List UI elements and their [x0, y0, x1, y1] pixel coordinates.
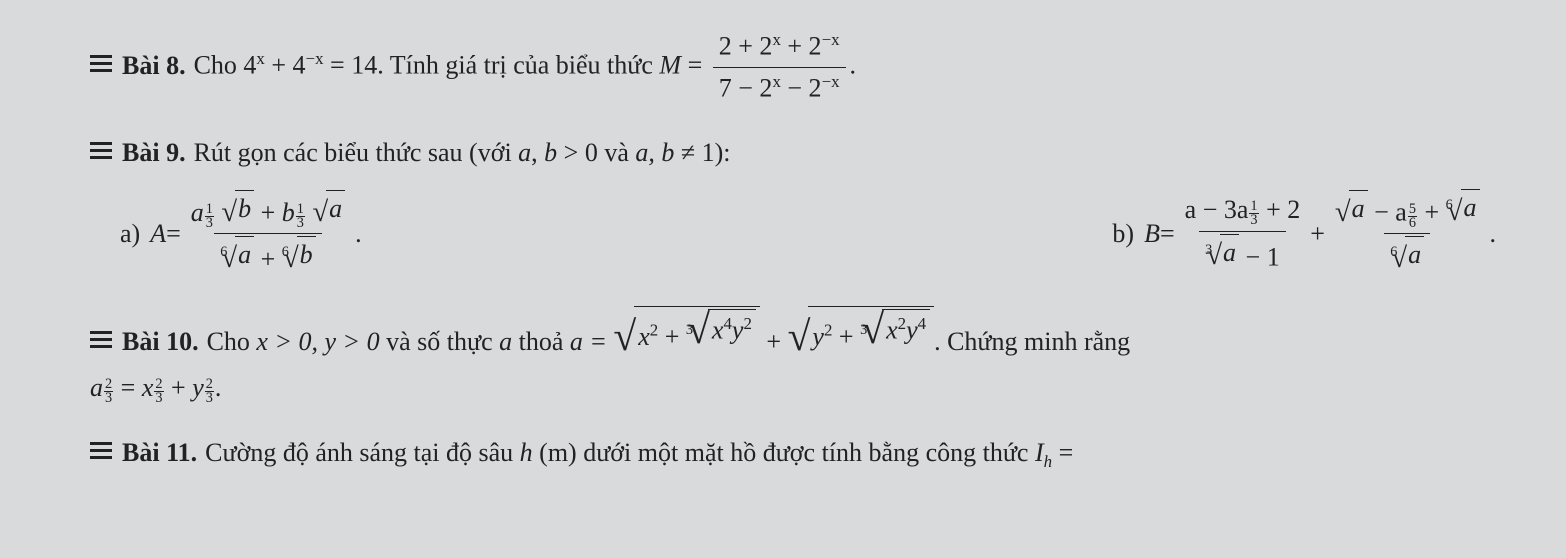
- radical-icon: 3√a: [1205, 234, 1239, 271]
- fraction-b1: a − 3a13 + 2 3√a − 1: [1179, 192, 1307, 275]
- fraction-b2: √a − a56 + 6√a 6√a: [1329, 189, 1486, 278]
- exercise-9-part-a: a) A = a13 √b + b13 √a 6√a +: [120, 189, 362, 278]
- menu-icon: [90, 51, 112, 76]
- fraction-b1-den: 3√a − 1: [1199, 231, 1286, 276]
- exercise-9-content: Rút gọn các biểu thức sau (với a, b > 0 …: [194, 135, 731, 171]
- exercise-11-row: Bài 11. Cường độ ánh sáng tại độ sâu h (…: [90, 435, 1496, 474]
- fraction-b2-num: √a − a56 + 6√a: [1329, 189, 1486, 233]
- exercise-11-label: Bài 11.: [122, 435, 197, 471]
- exercise-9-parts: a) A = a13 √b + b13 √a 6√a +: [120, 189, 1496, 278]
- radical-icon: 3√x2y4: [860, 309, 930, 351]
- exercise-9-row: Bài 9. Rút gọn các biểu thức sau (với a,…: [90, 135, 1496, 171]
- radical-icon: 6√a: [1390, 236, 1424, 273]
- exercise-9-part-b: b) B = a − 3a13 + 2 3√a − 1 +: [1112, 189, 1496, 278]
- fraction-m-den: 7 − 2x − 2−x: [713, 67, 846, 107]
- part-a-label: a): [120, 216, 140, 252]
- radical-icon: 6√b: [282, 236, 316, 273]
- exercise-10: Bài 10. Cho x > 0, y > 0 và số thực a th…: [90, 306, 1496, 407]
- exercise-10-row: Bài 10. Cho x > 0, y > 0 và số thực a th…: [90, 306, 1496, 360]
- fraction-a: a13 √b + b13 √a 6√a + 6√b: [185, 190, 351, 278]
- radical-icon: √a: [312, 190, 345, 227]
- exercise-8-row: Bài 8. Cho 4x + 4−x = 14. Tính giá trị c…: [90, 28, 1496, 107]
- fraction-a-den: 6√a + 6√b: [214, 233, 321, 278]
- radical-icon: 6√a: [220, 236, 254, 273]
- radical-icon: 6√a: [1446, 189, 1480, 226]
- expression-b: B = a − 3a13 + 2 3√a − 1 + √a −: [1144, 189, 1496, 278]
- exercise-8-label: Bài 8.: [122, 48, 186, 84]
- menu-icon: [90, 438, 112, 463]
- fraction-b2-den: 6√a: [1384, 233, 1430, 278]
- radical-icon: √b: [221, 190, 254, 227]
- radical-icon: √ x2 + 3√x4y2: [613, 306, 759, 357]
- part-b-label: b): [1112, 216, 1134, 252]
- radical-icon: √ y2 + 3√x2y4: [788, 306, 934, 357]
- expression-a: A = a13 √b + b13 √a 6√a + 6√b: [150, 190, 361, 278]
- exercise-11-content: Cường độ ánh sáng tại độ sâu h (m) dưới …: [205, 435, 1073, 474]
- menu-icon: [90, 138, 112, 163]
- exercise-11: Bài 11. Cường độ ánh sáng tại độ sâu h (…: [90, 435, 1496, 474]
- exercise-10-label: Bài 10.: [122, 324, 199, 360]
- exercise-9: Bài 9. Rút gọn các biểu thức sau (với a,…: [90, 135, 1496, 278]
- fraction-a-num: a13 √b + b13 √a: [185, 190, 351, 233]
- exercise-9-label: Bài 9.: [122, 135, 186, 171]
- page: Bài 8. Cho 4x + 4−x = 14. Tính giá trị c…: [0, 0, 1566, 493]
- exercise-8-content: Cho 4x + 4−x = 14. Tính giá trị của biểu…: [194, 28, 856, 107]
- exercise-8: Bài 8. Cho 4x + 4−x = 14. Tính giá trị c…: [90, 28, 1496, 107]
- exercise-10-content: Cho x > 0, y > 0 và số thực a thoả a = √…: [207, 306, 1131, 360]
- exercise-10-line2: a23 = x23 + y23.: [90, 370, 1496, 406]
- menu-icon: [90, 327, 112, 352]
- fraction-m-num: 2 + 2x + 2−x: [713, 28, 846, 67]
- fraction-b1-num: a − 3a13 + 2: [1179, 192, 1307, 230]
- radical-icon: √a: [1335, 190, 1368, 227]
- radical-icon: 3√x4y2: [686, 309, 756, 351]
- fraction-m: 2 + 2x + 2−x 7 − 2x − 2−x: [713, 28, 846, 107]
